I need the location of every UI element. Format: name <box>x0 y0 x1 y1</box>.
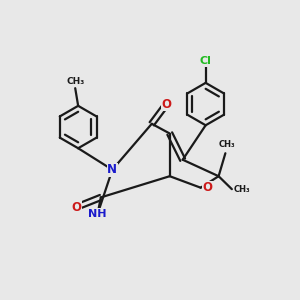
Text: O: O <box>202 181 212 194</box>
Text: CH₃: CH₃ <box>66 77 84 86</box>
Text: N: N <box>107 163 117 176</box>
Text: O: O <box>71 201 81 214</box>
Text: CH₃: CH₃ <box>218 140 235 149</box>
Text: Cl: Cl <box>200 56 212 66</box>
Text: NH: NH <box>88 209 107 219</box>
Text: CH₃: CH₃ <box>234 185 250 194</box>
Text: O: O <box>161 98 172 111</box>
